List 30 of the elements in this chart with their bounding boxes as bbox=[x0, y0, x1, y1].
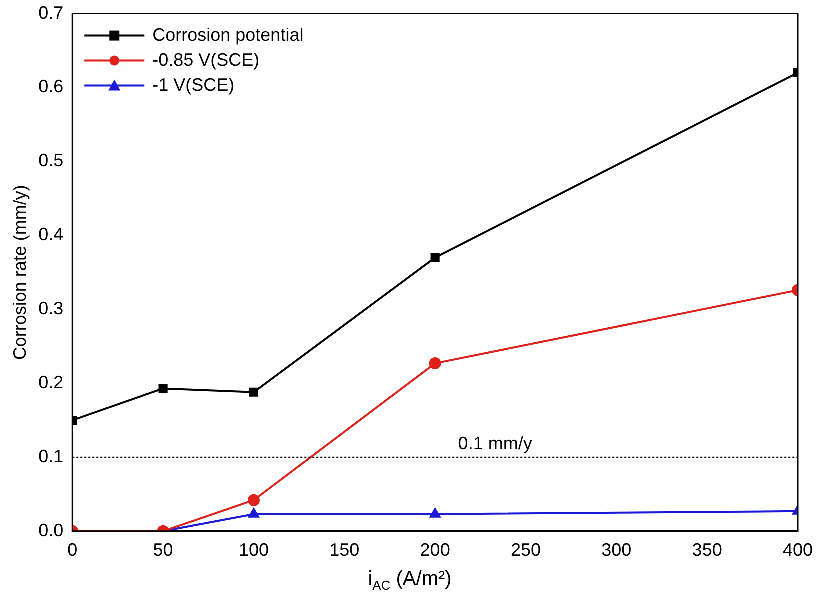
y-axis-title: Corrosion rate (mm/y) bbox=[10, 185, 30, 360]
x-tick-label: 300 bbox=[602, 540, 632, 560]
y-tick-label: 0.6 bbox=[38, 76, 64, 97]
point bbox=[248, 508, 260, 518]
y-tick-label: 0.0 bbox=[38, 520, 64, 540]
x-tick-label: 400 bbox=[782, 540, 814, 560]
ref-line-label: 0.1 mm/y bbox=[458, 433, 532, 454]
y-tick-label: 0.3 bbox=[38, 298, 64, 319]
legend-label: Corrosion potential bbox=[152, 24, 304, 45]
point bbox=[430, 253, 440, 262]
point bbox=[249, 388, 259, 397]
legend-label: -1 V(SCE) bbox=[152, 74, 235, 95]
x-tick-label: 200 bbox=[420, 540, 450, 560]
point bbox=[248, 494, 260, 506]
x-tick-label: 250 bbox=[510, 540, 542, 560]
x-tick-label: 0 bbox=[68, 540, 78, 560]
y-tick-label: 0.1 bbox=[38, 446, 64, 466]
x-tick-label: 350 bbox=[692, 540, 722, 560]
y-tick-label: 0.5 bbox=[38, 150, 64, 171]
y-tick-label: 0.4 bbox=[38, 224, 64, 245]
y-tick-label: 0.2 bbox=[38, 372, 64, 392]
x-tick-label: 150 bbox=[330, 540, 360, 560]
point bbox=[429, 358, 442, 370]
x-axis-title: i$_{AC}$ (A/m²) bbox=[367, 568, 453, 593]
y-tick-label: 0.7 bbox=[38, 2, 64, 23]
point bbox=[430, 508, 441, 518]
x-tick-label: 50 bbox=[153, 540, 174, 560]
x-tick-label: 100 bbox=[238, 540, 269, 560]
legend-label: -0.85 V(SCE) bbox=[152, 50, 260, 70]
point bbox=[158, 384, 168, 394]
